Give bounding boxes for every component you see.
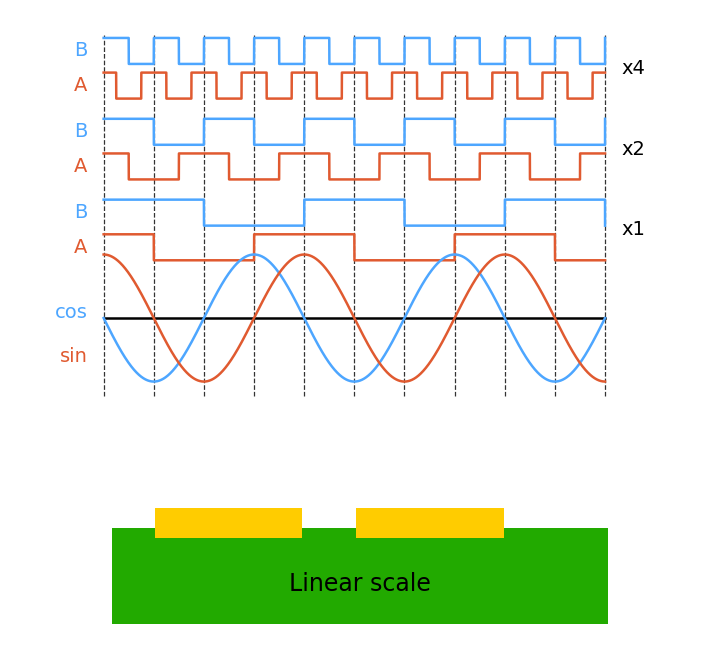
- Text: sin: sin: [60, 346, 88, 366]
- Text: x2: x2: [621, 140, 645, 158]
- Bar: [356, 508, 504, 538]
- Text: x1: x1: [621, 220, 645, 240]
- Text: A: A: [74, 157, 88, 176]
- Text: Linear scale: Linear scale: [289, 572, 431, 596]
- Bar: [112, 528, 608, 624]
- Text: A: A: [74, 76, 88, 95]
- Text: B: B: [74, 203, 88, 222]
- Text: x4: x4: [621, 59, 645, 78]
- Text: B: B: [74, 42, 88, 61]
- Text: B: B: [74, 122, 88, 141]
- Text: A: A: [74, 238, 88, 257]
- Text: cos: cos: [55, 303, 88, 322]
- Bar: [155, 508, 302, 538]
